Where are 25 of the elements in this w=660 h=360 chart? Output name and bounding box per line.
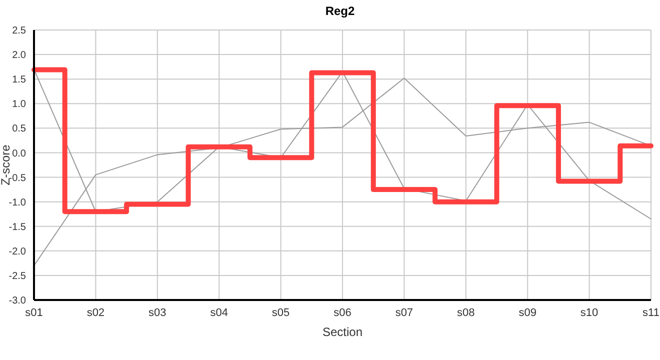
x-tick-label: s05 — [272, 306, 290, 319]
y-tick-label: 1.5 — [12, 74, 26, 86]
y-tick-label: -2.5 — [8, 271, 26, 282]
x-tick-label: s10 — [580, 306, 598, 319]
y-tick-label: 0.0 — [12, 148, 26, 160]
y-tick-label: -1.0 — [8, 197, 26, 208]
x-tick-label: s06 — [334, 306, 352, 319]
x-tick-label: s11 — [642, 306, 660, 319]
y-tick-label: 2.0 — [12, 50, 26, 62]
y-tick-label: 1.0 — [12, 99, 26, 110]
y-tick-label: -0.5 — [8, 172, 26, 184]
x-tick-label: s01 — [25, 306, 43, 319]
x-tick-label: s02 — [86, 306, 105, 319]
y-tick-label: 0.5 — [12, 124, 26, 135]
y-tick-label: -1.5 — [8, 222, 26, 233]
y-tick-label: -2.0 — [8, 246, 26, 258]
x-tick-label: s08 — [457, 306, 475, 319]
x-tick-label: s04 — [210, 306, 228, 319]
chart-title: Reg2 — [324, 3, 356, 20]
x-axis-title: Section — [322, 325, 363, 339]
x-tick-label: s07 — [395, 306, 414, 319]
x-tick-label: s03 — [148, 306, 166, 319]
x-tick-label: s09 — [518, 306, 536, 319]
y-tick-label: -3.0 — [8, 296, 26, 307]
y-tick-label: 2.5 — [12, 26, 26, 37]
